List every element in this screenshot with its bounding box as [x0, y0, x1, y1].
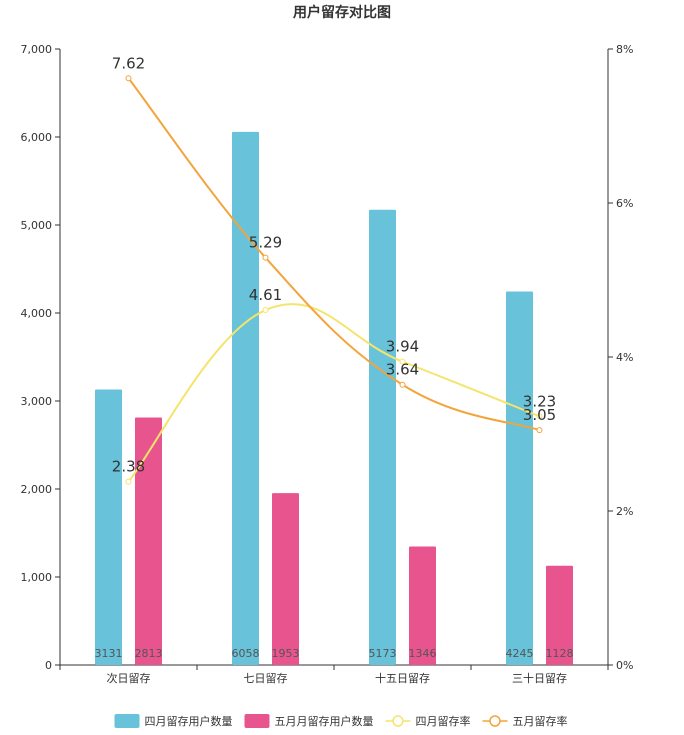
line-data-label: 3.23	[523, 392, 556, 410]
bar[interactable]	[272, 493, 299, 665]
x-tick-label: 十五日留存	[375, 671, 430, 685]
y-left-tick-label: 4,000	[21, 307, 53, 320]
bar[interactable]	[546, 565, 573, 665]
bar[interactable]	[232, 131, 259, 665]
y-left-tick-label: 7,000	[21, 43, 53, 56]
legend-label[interactable]: 四月留存率	[416, 714, 471, 728]
line-point[interactable]	[399, 358, 406, 365]
bar[interactable]	[135, 417, 162, 665]
y-right-tick-label: 0%	[616, 659, 633, 672]
bar-data-label: 5173	[369, 647, 397, 660]
legend-label[interactable]: 四月留存用户数量	[145, 714, 233, 728]
legend-label[interactable]: 五月月留存用户数量	[275, 714, 374, 728]
axes-layer: 0 1,000 2,000 3,000 4,000 5,000 6,000 7,000 0% 2%…	[21, 43, 634, 685]
line-point[interactable]	[536, 413, 543, 420]
legend-swatch[interactable]	[244, 714, 270, 728]
bar[interactable]	[409, 546, 436, 665]
series-line	[127, 77, 540, 432]
line-point[interactable]	[536, 427, 543, 434]
legend-swatch[interactable]	[114, 714, 140, 728]
bar-data-label: 6058	[232, 647, 260, 660]
line-data-label: 4.61	[249, 286, 282, 304]
lines-layer	[125, 75, 543, 485]
y-right-tick-label: 8%	[616, 43, 633, 56]
y-left-tick-label: 0	[45, 659, 52, 672]
line-data-label: 3.64	[386, 361, 419, 379]
y-right-tick-label: 6%	[616, 197, 633, 210]
y-left-tick-label: 1,000	[21, 571, 53, 584]
bar-data-label: 4245	[506, 647, 534, 660]
bar-data-label: 2813	[135, 647, 163, 660]
line-point[interactable]	[399, 381, 406, 388]
y-left-tick-label: 6,000	[21, 131, 53, 144]
line-data-label: 3.94	[386, 338, 419, 356]
legend-label[interactable]: 五月留存率	[513, 714, 568, 728]
y-left-tick-label: 2,000	[21, 483, 53, 496]
line-data-label: 2.38	[112, 458, 145, 476]
bar[interactable]	[95, 389, 122, 665]
series-line	[127, 303, 540, 483]
bars-layer	[95, 131, 573, 665]
bar[interactable]	[506, 291, 533, 665]
x-tick-label: 七日留存	[244, 671, 288, 685]
line-point[interactable]	[262, 254, 269, 261]
y-left-tick-label: 3,000	[21, 395, 53, 408]
line-point[interactable]	[125, 75, 132, 82]
y-right-tick-label: 4%	[616, 351, 633, 364]
legend[interactable]: 四月留存用户数量 五月月留存用户数量 四月留存率 五月留存率	[114, 714, 568, 728]
bar[interactable]	[369, 209, 396, 665]
chart-title: 用户留存对比图	[293, 5, 391, 21]
y-right-tick-label: 2%	[616, 505, 633, 518]
x-tick-label: 三十日留存	[512, 671, 567, 685]
line-data-label: 3.05	[523, 406, 556, 424]
bar-data-label: 1128	[546, 647, 574, 660]
bar-data-label: 1953	[272, 647, 300, 660]
line-data-label: 7.62	[112, 54, 145, 72]
bar-data-label: 3131	[95, 647, 123, 660]
x-tick-label: 次日留存	[107, 671, 151, 685]
line-point[interactable]	[262, 307, 269, 314]
legend-swatch-marker[interactable]	[489, 715, 501, 727]
bar-data-label: 1346	[409, 647, 437, 660]
line-point[interactable]	[125, 478, 132, 485]
line-data-label: 5.29	[249, 234, 282, 252]
y-left-tick-label: 5,000	[21, 219, 53, 232]
labels-layer: 3131 6058 5173 4245 2813 1953 1346 1128 2.38 4.61…	[95, 54, 574, 660]
legend-swatch-marker[interactable]	[392, 715, 404, 727]
